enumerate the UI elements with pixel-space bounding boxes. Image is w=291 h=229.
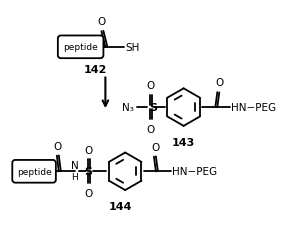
Text: peptide: peptide [63, 43, 98, 52]
Text: O: O [147, 81, 155, 91]
Text: O: O [54, 141, 62, 151]
Text: H: H [71, 172, 78, 182]
Text: N₃: N₃ [122, 103, 134, 113]
Text: 142: 142 [84, 64, 107, 74]
Text: O: O [84, 145, 93, 155]
Text: N: N [71, 161, 79, 171]
Text: O: O [152, 142, 160, 152]
Text: O: O [147, 124, 155, 134]
Text: S: S [85, 166, 93, 177]
FancyBboxPatch shape [58, 36, 103, 59]
Text: HN−PEG: HN−PEG [172, 166, 217, 177]
Text: SH: SH [125, 43, 140, 53]
Text: 144: 144 [109, 201, 132, 211]
Text: S: S [149, 103, 157, 113]
Text: O: O [215, 78, 223, 88]
Text: peptide: peptide [17, 167, 52, 176]
Text: O: O [84, 188, 93, 198]
Text: 143: 143 [172, 137, 195, 147]
Text: HN−PEG: HN−PEG [231, 103, 276, 113]
Text: O: O [97, 17, 106, 27]
FancyBboxPatch shape [12, 160, 56, 183]
